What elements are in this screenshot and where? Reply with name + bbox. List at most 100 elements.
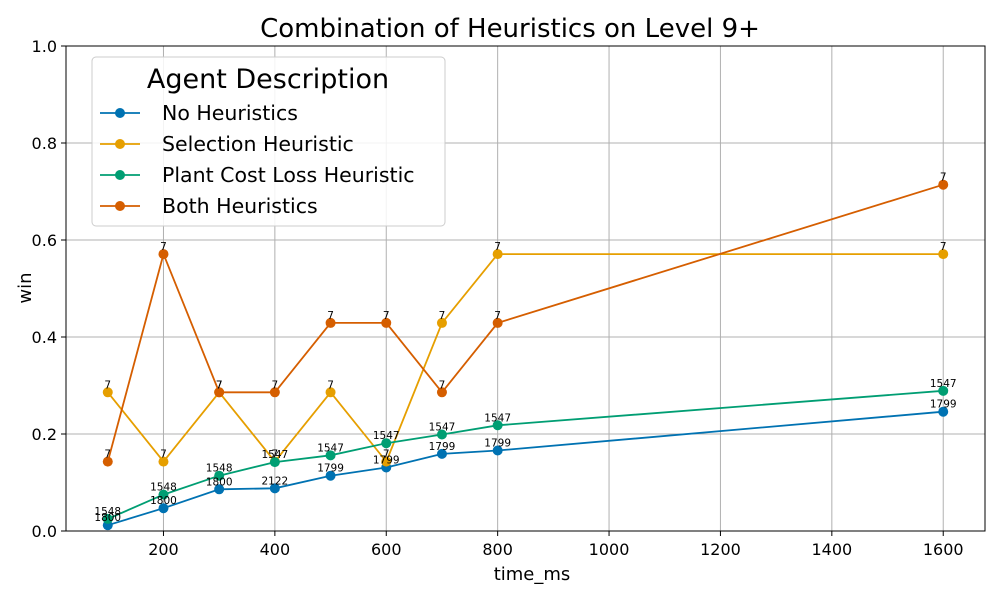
data-point (269, 387, 280, 398)
data-point (158, 456, 169, 467)
data-label: 7 (439, 379, 446, 391)
x-tick-label: 800 (482, 540, 513, 559)
data-label: 1547 (429, 421, 456, 433)
data-label: 1548 (206, 463, 233, 475)
data-point (381, 456, 392, 467)
data-point (214, 484, 225, 495)
data-point (436, 387, 447, 398)
data-point (325, 317, 336, 328)
data-label: 7 (160, 241, 167, 253)
plot-frame (65, 45, 986, 532)
data-label: 1800 (206, 476, 233, 488)
legend-entry: Both Heuristics (100, 194, 318, 218)
chart-title: Combination of Heuristics on Level 9+ (260, 14, 760, 44)
data-label: 7 (327, 310, 334, 322)
data-point (938, 249, 949, 260)
data-label: 1548 (94, 506, 121, 518)
legend-marker (115, 170, 125, 180)
legend-marker (115, 139, 125, 149)
legend-title: Agent Description (147, 64, 389, 95)
series-lines (102, 179, 949, 531)
data-point (158, 489, 169, 500)
data-label: 7 (104, 379, 111, 391)
y-tick-label: 1.0 (32, 37, 57, 56)
data-label: 1799 (317, 463, 344, 475)
data-label: 1799 (484, 437, 511, 449)
data-point (436, 448, 447, 459)
data-label: 1799 (429, 441, 456, 453)
data-label: 7 (383, 449, 390, 461)
x-tick-label: 1200 (700, 540, 741, 559)
x-tick-label: 600 (371, 540, 402, 559)
data-label: 7 (216, 379, 223, 391)
data-label: 7 (494, 241, 501, 253)
data-label: 1799 (373, 454, 400, 466)
legend-entry: Selection Heuristic (100, 132, 354, 156)
data-label: 1547 (317, 442, 344, 454)
data-point (938, 406, 949, 417)
data-label: 7 (216, 379, 223, 391)
series-both-heuristics (102, 179, 949, 467)
data-label: 1799 (930, 399, 957, 411)
x-tick-label: 200 (148, 540, 179, 559)
legend-entries: No Heuristics Selection Heuristic Plant Co… (100, 101, 415, 218)
y-tick-label: 0.6 (32, 231, 57, 250)
data-point (938, 179, 949, 190)
data-label: 1548 (150, 482, 177, 494)
data-point (492, 445, 503, 456)
data-point (214, 387, 225, 398)
legend-box (91, 56, 446, 227)
x-tick-label: 1000 (589, 540, 630, 559)
legend-label: Both Heuristics (162, 194, 318, 218)
y-tick-label: 0.0 (32, 522, 57, 541)
x-tick-label: 1400 (811, 540, 852, 559)
data-label: 7 (272, 379, 279, 391)
legend-entry: No Heuristics (100, 101, 298, 125)
data-label: 1800 (94, 512, 121, 524)
series-plant-cost-loss-heuristic (102, 385, 949, 524)
data-point (158, 503, 169, 514)
x-tick-label: 400 (260, 540, 291, 559)
data-label: 1547 (930, 378, 957, 390)
data-label: 7 (272, 449, 279, 461)
legend-label: Selection Heuristic (162, 132, 354, 156)
y-axis-title: win (15, 272, 36, 303)
data-label: 7 (940, 172, 947, 184)
legend-entry: Plant Cost Loss Heuristic (100, 163, 415, 187)
y-tick-label: 0.4 (32, 328, 57, 347)
data-label: 1547 (484, 412, 511, 424)
data-point (938, 385, 949, 396)
data-point (325, 387, 336, 398)
legend: Agent Description No Heuristics Selection… (91, 56, 446, 227)
data-label: 1547 (373, 430, 400, 442)
legend-marker (115, 108, 125, 118)
data-label: 2122 (261, 475, 288, 487)
data-point (381, 317, 392, 328)
data-point (436, 317, 447, 328)
data-label: 1800 (150, 495, 177, 507)
data-point (102, 513, 113, 524)
data-label: 7 (160, 449, 167, 461)
data-point (325, 470, 336, 481)
data-label: 7 (327, 379, 334, 391)
data-label: 7 (104, 449, 111, 461)
x-axis-title: time_ms (494, 564, 571, 585)
data-point (102, 456, 113, 467)
data-point (381, 438, 392, 449)
data-label: 7 (940, 241, 947, 253)
x-tick-label: 1600 (923, 540, 964, 559)
y-tick-label: 0.2 (32, 425, 57, 444)
data-point (325, 450, 336, 461)
data-label: 7 (383, 310, 390, 322)
axis-ticks: 200 400 600 800 1000 1200 1400 1600 0.0 0.2 0.4 0.6… (32, 37, 964, 559)
data-point (269, 483, 280, 494)
series-no-heuristics (102, 406, 949, 531)
data-point (158, 249, 169, 260)
legend-label: Plant Cost Loss Heuristic (162, 163, 415, 187)
legend-label: No Heuristics (162, 101, 298, 125)
data-label: 7 (439, 310, 446, 322)
data-point (269, 457, 280, 468)
legend-marker (115, 201, 125, 211)
